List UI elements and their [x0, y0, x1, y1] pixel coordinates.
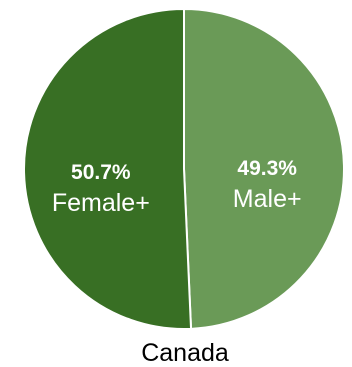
data-label-male-value: 49.3% [237, 157, 297, 180]
data-label-male-category: Male+ [233, 185, 302, 213]
chart-title: Canada [141, 339, 229, 367]
pie-slice-male [183, 7, 345, 330]
data-label-female-value: 50.7% [71, 161, 131, 184]
pie-slices [23, 7, 345, 330]
data-label-female-category: Female+ [52, 189, 150, 217]
pie-labels: 49.3% Male+ 50.7% Female+ [52, 157, 302, 217]
pie-slice-female [23, 7, 193, 330]
